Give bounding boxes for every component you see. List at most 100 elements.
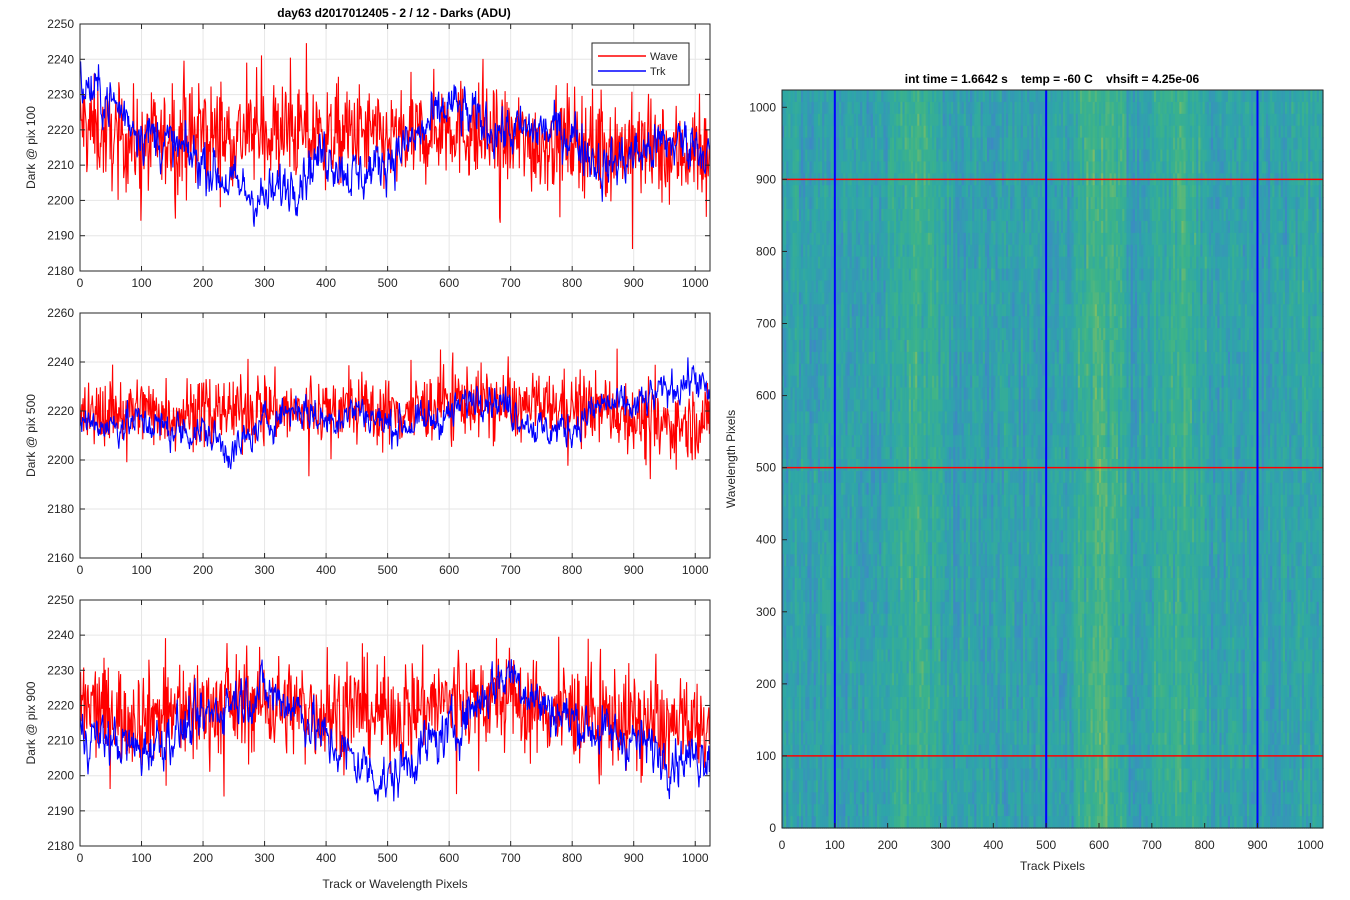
heatmap-cell	[849, 697, 853, 710]
heatmap-cell	[798, 661, 802, 674]
heatmap-cell	[817, 387, 821, 401]
heatmap-cell	[822, 685, 825, 698]
heatmap-cell	[851, 744, 855, 758]
heatmap-cell	[885, 304, 889, 317]
heatmap-cell	[874, 506, 878, 520]
heatmap-cell	[866, 161, 870, 174]
heatmap-cell	[815, 506, 819, 520]
heatmap-cell	[887, 578, 891, 591]
heatmap-cell	[883, 744, 887, 758]
heatmap-cell	[870, 756, 874, 770]
heatmap-cell	[792, 542, 796, 555]
heatmap-cell	[803, 482, 806, 496]
heatmap-cell	[889, 113, 893, 127]
heatmap-cell	[813, 304, 817, 317]
heatmap-cell	[782, 399, 785, 412]
heatmap-cell	[809, 613, 813, 627]
heatmap-cell	[784, 137, 787, 151]
heatmap-cell	[815, 387, 819, 401]
heatmap-cell	[866, 589, 870, 603]
heatmap-cell	[782, 708, 785, 722]
heatmap-cell	[872, 411, 876, 424]
heatmap-cell	[864, 578, 868, 591]
heatmap-cell	[782, 90, 785, 103]
heatmap-cell	[792, 518, 796, 532]
heatmap-cell	[809, 268, 813, 282]
heatmap-cell	[817, 209, 821, 222]
heatmap-cell	[870, 435, 874, 448]
heatmap-cell	[792, 90, 796, 103]
heatmap-cell	[820, 268, 823, 282]
heatmap-cell	[820, 518, 823, 532]
heatmap-cell	[790, 244, 794, 258]
heatmap-cell	[822, 316, 825, 329]
heatmap-cell	[855, 708, 859, 722]
heatmap-cell	[813, 232, 817, 246]
heatmap-cell	[874, 149, 878, 163]
heatmap-cell	[803, 637, 806, 651]
heatmap-cell	[862, 470, 866, 484]
y-tick-label: 2230	[47, 663, 74, 677]
heatmap-cell	[820, 244, 823, 258]
heatmap-cell	[782, 518, 785, 532]
heatmap-cell	[877, 328, 880, 341]
heatmap-cell	[788, 363, 792, 377]
heatmap-cell	[881, 137, 885, 151]
heatmap-cell	[881, 601, 885, 615]
heatmap-cell	[845, 482, 849, 496]
heatmap-cell	[826, 649, 830, 662]
heatmap-cell	[881, 232, 885, 246]
heatmap-cell	[788, 732, 792, 746]
heatmap-cell	[801, 708, 804, 722]
heatmap-cell	[866, 375, 870, 389]
heatmap-cell	[796, 780, 800, 793]
heatmap-cell	[784, 435, 787, 448]
heatmap-cell	[864, 720, 868, 734]
heatmap-cell	[813, 459, 817, 472]
heatmap-cell	[860, 328, 863, 341]
heatmap-cell	[794, 256, 798, 270]
heatmap-cell	[858, 328, 861, 341]
heatmap-cell	[815, 232, 819, 246]
heatmap-cell	[839, 411, 842, 424]
heatmap-cell	[839, 685, 842, 698]
heatmap-cell	[815, 411, 819, 424]
heatmap-cell	[805, 125, 808, 139]
heatmap-cell	[851, 256, 855, 270]
heatmap-cell	[796, 423, 800, 436]
heatmap-cell	[889, 816, 893, 829]
heatmap-cell	[868, 744, 872, 758]
heatmap-cell	[830, 661, 834, 674]
heatmap-cell	[790, 804, 794, 817]
heatmap-cell	[788, 744, 792, 758]
heatmap-cell	[858, 125, 861, 139]
heatmap-cell	[782, 268, 785, 282]
heatmap-cell	[881, 447, 885, 460]
heatmap-cell	[855, 268, 859, 282]
heatmap-cell	[847, 280, 851, 293]
heatmap-cell	[877, 316, 880, 329]
heatmap-cell	[847, 804, 851, 817]
heatmap-cell	[820, 351, 823, 365]
heatmap-cell	[811, 673, 815, 686]
heatmap-cell	[866, 387, 870, 401]
heatmap-cell	[807, 744, 811, 758]
heatmap-cell	[872, 387, 876, 401]
heatmap-cell	[866, 363, 870, 377]
heatmap-cell	[815, 292, 819, 305]
heatmap-cell	[839, 209, 842, 222]
heatmap-cell	[811, 482, 815, 496]
heatmap-cell	[824, 554, 827, 567]
heatmap-cell	[860, 125, 863, 139]
heatmap-cell	[830, 732, 834, 746]
heatmap-cell	[815, 744, 819, 758]
heatmap-cell	[794, 732, 798, 746]
heatmap-cell	[858, 90, 861, 103]
heatmap-cell	[807, 244, 811, 258]
heatmap-cell	[881, 792, 885, 805]
heatmap-cell	[868, 566, 872, 579]
heatmap-cell	[820, 578, 823, 591]
heatmap-cell	[889, 125, 893, 139]
heatmap-cell	[788, 280, 792, 293]
heatmap-cell	[839, 125, 842, 139]
